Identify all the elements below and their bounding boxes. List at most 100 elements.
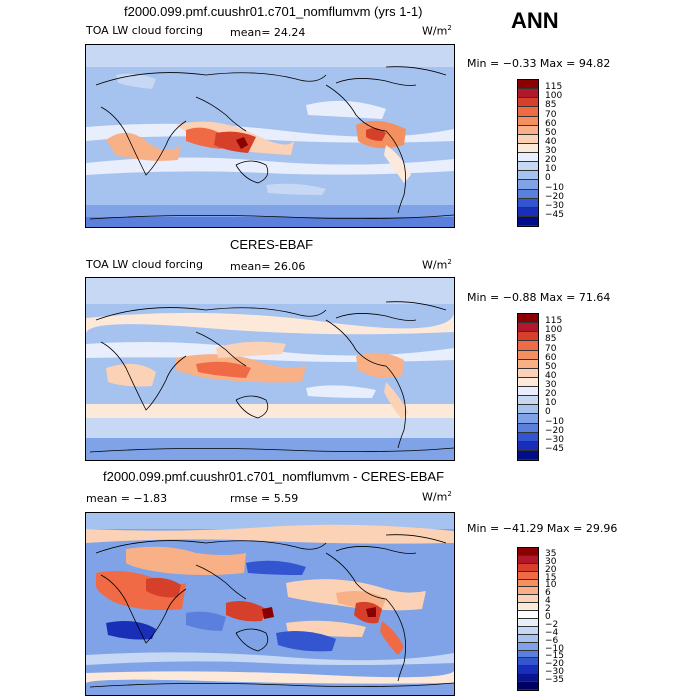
legend-swatch <box>518 80 538 90</box>
legend-swatch <box>518 666 538 675</box>
legend-label: 2 <box>545 604 551 615</box>
legend-label: 115 <box>545 316 563 327</box>
panel2-units: W/m2 <box>422 258 452 272</box>
legend-label: 70 <box>545 343 557 354</box>
legend-label: 30 <box>545 556 557 567</box>
panel1-units: W/m2 <box>422 24 452 38</box>
legend-swatch <box>518 682 538 690</box>
legend-label: 85 <box>545 334 557 345</box>
legend-label: −10 <box>545 416 564 427</box>
panel2-title: CERES-EBAF <box>230 237 314 252</box>
legend-label: 15 <box>545 572 557 583</box>
legend-swatch <box>518 323 538 333</box>
legend-swatch <box>518 579 538 588</box>
legend-swatch <box>518 180 538 190</box>
legend-swatch <box>518 587 538 596</box>
legend-label: −20 <box>545 659 564 670</box>
legend-swatch <box>518 134 538 144</box>
season-label: ANN <box>511 8 559 33</box>
legend-label: −45 <box>545 443 564 454</box>
legend-swatch <box>518 89 538 99</box>
panel1-legend <box>517 79 539 227</box>
legend-swatch <box>518 153 538 163</box>
legend-label: −35 <box>545 675 564 686</box>
legend-swatch <box>518 650 538 659</box>
legend-swatch <box>518 125 538 135</box>
panel1-variable-label: TOA LW cloud forcing <box>86 24 203 37</box>
legend-swatch <box>518 207 538 217</box>
panel3-legend <box>517 547 539 691</box>
legend-swatch <box>518 107 538 117</box>
panel3-mean: mean = −1.83 <box>86 492 168 505</box>
legend-swatch <box>518 563 538 572</box>
legend-label: 0 <box>545 612 551 622</box>
legend-swatch <box>518 441 538 451</box>
legend-label: 60 <box>545 118 557 129</box>
legend-swatch <box>518 595 538 604</box>
legend-label: −4 <box>545 627 559 638</box>
legend-swatch <box>518 314 538 324</box>
legend-swatch <box>518 162 538 172</box>
legend-label: 40 <box>545 136 557 147</box>
legend-label: 85 <box>545 100 557 111</box>
panel2-legend <box>517 313 539 461</box>
legend-swatch <box>518 555 538 564</box>
panel1-minmax: Min = −0.33 Max = 94.82 <box>467 57 611 70</box>
legend-label: 0 <box>545 407 551 418</box>
legend-label: −30 <box>545 200 564 211</box>
legend-label: −45 <box>545 209 564 220</box>
legend-label: 10 <box>545 398 557 409</box>
legend-label: −10 <box>545 182 564 193</box>
panel3-map <box>85 512 455 696</box>
legend-swatch <box>518 548 538 556</box>
legend-label: 100 <box>545 325 563 336</box>
panel2-mean: mean= 26.06 <box>230 260 306 273</box>
legend-label: −6 <box>545 635 559 646</box>
legend-label: −2 <box>545 619 559 630</box>
legend-label: 50 <box>545 127 557 138</box>
legend-swatch <box>518 332 538 342</box>
legend-label: 60 <box>545 352 557 363</box>
legend-swatch <box>518 634 538 643</box>
legend-label: −20 <box>545 425 564 436</box>
legend-swatch <box>518 216 538 226</box>
legend-swatch <box>518 98 538 108</box>
legend-swatch <box>518 368 538 378</box>
legend-swatch <box>518 171 538 181</box>
legend-swatch <box>518 341 538 351</box>
legend-label: 50 <box>545 361 557 372</box>
legend-label: 70 <box>545 109 557 120</box>
legend-swatch <box>518 571 538 580</box>
legend-label: 30 <box>545 146 557 156</box>
legend-label: −30 <box>545 434 564 445</box>
legend-swatch <box>518 359 538 369</box>
legend-swatch <box>518 396 538 406</box>
panel1-map <box>85 44 455 228</box>
legend-label: 20 <box>545 389 557 400</box>
legend-swatch <box>518 189 538 199</box>
legend-label: 10 <box>545 164 557 175</box>
panel3-title: f2000.099.pmf.cuushr01.c701_nomflumvm - … <box>103 469 445 484</box>
legend-swatch <box>518 450 538 460</box>
legend-swatch <box>518 387 538 397</box>
legend-label: 35 <box>545 548 557 559</box>
legend-swatch <box>518 116 538 126</box>
legend-swatch <box>518 611 538 619</box>
legend-label: 20 <box>545 564 557 575</box>
panel1-mean: mean= 24.24 <box>230 26 306 39</box>
legend-label: 20 <box>545 155 557 166</box>
legend-swatch <box>518 198 538 208</box>
legend-label: 10 <box>545 580 557 591</box>
legend-swatch <box>518 414 538 424</box>
legend-swatch <box>518 619 538 627</box>
legend-swatch <box>518 143 538 153</box>
legend-swatch <box>518 423 538 433</box>
panel2-variable-label: TOA LW cloud forcing <box>86 258 203 271</box>
legend-label: 100 <box>545 91 563 102</box>
legend-label: 0 <box>545 173 551 184</box>
legend-swatch <box>518 377 538 387</box>
panel3-rmse: rmse = 5.59 <box>230 492 299 505</box>
legend-label: −10 <box>545 643 564 654</box>
legend-swatch <box>518 674 538 683</box>
legend-label: 30 <box>545 380 557 390</box>
